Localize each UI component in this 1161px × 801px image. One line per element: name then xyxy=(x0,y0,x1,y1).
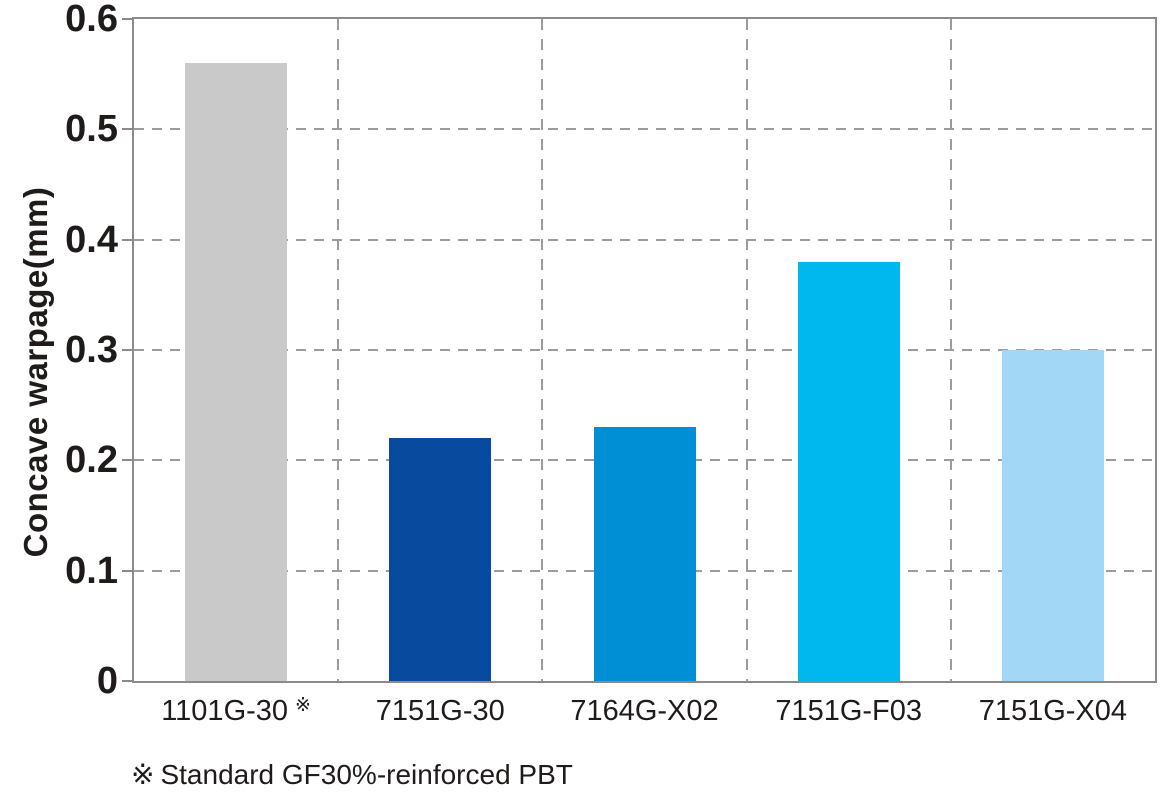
y-tick-mark xyxy=(122,238,132,241)
gridline-h xyxy=(134,238,1155,241)
category-separator-line xyxy=(745,19,748,681)
bar-1101G-30 xyxy=(185,63,288,681)
gridline-h xyxy=(134,128,1155,131)
bar-7164G-X02 xyxy=(593,427,696,681)
y-tick-label: 0 xyxy=(96,660,118,702)
y-tick-label: 0.1 xyxy=(65,549,118,592)
y-tick-label: 0.6 xyxy=(65,0,118,40)
y-tick-label: 0.2 xyxy=(65,439,118,482)
category-separator-line xyxy=(337,19,340,681)
gridline-h xyxy=(134,349,1155,351)
category-name: 7151G-X04 xyxy=(978,695,1128,727)
y-tick-mark xyxy=(122,349,132,351)
y-tick-mark xyxy=(122,569,132,572)
footnote-reference-mark: ※ xyxy=(131,759,155,790)
x-category-label-1101G-30: 1101G-30 ※ xyxy=(134,694,338,728)
y-tick-mark xyxy=(122,18,132,20)
plot-area xyxy=(132,17,1157,683)
category-name: 7151G-30 xyxy=(375,695,505,727)
category-note-marker: ※ xyxy=(295,695,311,716)
category-name: 1101G-30 xyxy=(161,695,289,727)
footnote-text: Standard GF30%-reinforced PBT xyxy=(160,759,573,790)
category-name: 7151G-F03 xyxy=(775,695,923,727)
bar-7151G-F03 xyxy=(797,261,900,681)
y-tick-label: 0.5 xyxy=(65,108,118,151)
x-category-label-7151G-30: 7151G-30 xyxy=(338,694,542,728)
footnote: ※ Standard GF30%-reinforced PBT xyxy=(131,758,573,791)
category-name: 7164G-X02 xyxy=(570,695,719,727)
y-tick-label: 0.4 xyxy=(65,218,118,261)
y-tick-mark xyxy=(122,680,132,682)
x-category-label-7164G-X02: 7164G-X02 xyxy=(542,694,746,728)
y-tick-mark xyxy=(122,459,132,462)
bar-7151G-X04 xyxy=(1001,350,1104,681)
y-tick-label: 0.3 xyxy=(65,329,118,371)
category-separator-line xyxy=(541,19,544,681)
category-separator-line xyxy=(949,19,952,681)
x-category-label-7151G-F03: 7151G-F03 xyxy=(747,694,951,728)
x-category-label-7151G-X04: 7151G-X04 xyxy=(951,694,1155,728)
bar-7151G-30 xyxy=(389,438,492,681)
y-tick-mark xyxy=(122,128,132,131)
